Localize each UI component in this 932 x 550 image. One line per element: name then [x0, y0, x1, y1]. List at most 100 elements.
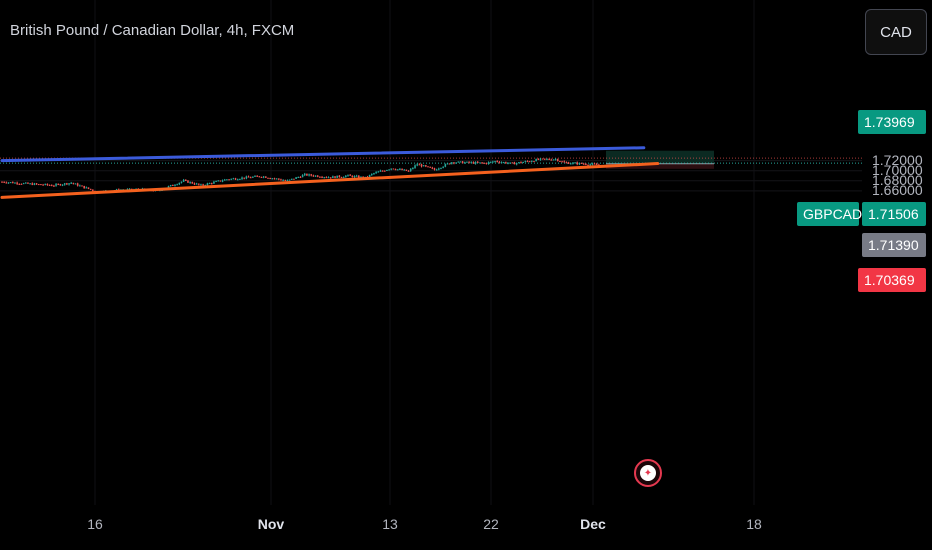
candle	[288, 179, 291, 181]
candle	[550, 158, 553, 161]
candle	[446, 163, 449, 165]
candle	[347, 174, 349, 177]
candle	[489, 161, 492, 164]
candle	[299, 176, 302, 179]
candle	[319, 176, 321, 178]
candle	[351, 175, 354, 178]
candle	[254, 175, 256, 177]
candle	[492, 160, 494, 163]
candle	[178, 182, 181, 186]
candle	[595, 162, 598, 165]
lower-trendline	[0, 162, 660, 199]
candle	[48, 184, 51, 186]
candle	[217, 180, 220, 182]
candle	[334, 176, 336, 179]
candle	[187, 180, 189, 183]
candle	[200, 183, 202, 186]
candle	[290, 178, 293, 181]
candle	[513, 161, 516, 165]
trendlines[interactable]	[0, 146, 660, 199]
candle	[66, 182, 68, 186]
candle	[461, 160, 464, 164]
candle	[481, 162, 483, 164]
candle	[522, 161, 524, 163]
candle	[79, 184, 81, 187]
candle	[256, 175, 258, 177]
candle	[29, 182, 31, 185]
y-tick-label: 1.72000	[872, 151, 923, 168]
candle	[507, 162, 509, 165]
candle	[476, 160, 479, 163]
candle	[5, 181, 8, 184]
candle	[442, 166, 444, 169]
candle	[219, 180, 222, 182]
candle	[31, 182, 34, 186]
candle	[252, 176, 254, 178]
candle	[310, 173, 313, 177]
candle	[546, 158, 548, 161]
candle	[336, 175, 338, 178]
candle	[72, 182, 75, 185]
candle	[407, 170, 410, 172]
economic-event-marker[interactable]: ✦	[634, 459, 662, 487]
upper-trendline	[0, 146, 646, 163]
x-tick-label: 22	[483, 516, 499, 532]
candle	[174, 184, 176, 187]
candle	[524, 160, 527, 163]
candle	[518, 162, 520, 164]
candle	[409, 168, 412, 172]
candle	[206, 182, 209, 186]
candle	[303, 172, 306, 177]
y-tick-label: 1.66000	[872, 181, 923, 198]
candle	[576, 161, 579, 166]
candle	[539, 158, 542, 161]
candle	[221, 179, 224, 183]
candle	[70, 181, 72, 184]
candle	[509, 162, 511, 164]
candle	[498, 160, 501, 164]
candle	[552, 159, 555, 161]
candle	[431, 166, 434, 170]
candle	[533, 160, 535, 163]
currency-button[interactable]: CAD	[865, 9, 927, 55]
candle	[505, 161, 507, 164]
candle	[403, 169, 406, 171]
candles	[1, 158, 600, 194]
candle	[85, 186, 88, 189]
symbol-price-tag: GBPCAD	[797, 202, 862, 226]
candle	[262, 175, 265, 179]
candle	[561, 160, 563, 163]
candle	[483, 162, 486, 164]
candle	[345, 175, 347, 178]
candle	[531, 160, 533, 163]
position-zones	[606, 150, 714, 169]
candle	[329, 177, 332, 179]
candle	[474, 161, 477, 165]
candle	[18, 183, 21, 185]
candle	[236, 178, 239, 181]
candle	[275, 178, 278, 180]
candle	[269, 177, 271, 180]
candle	[394, 168, 397, 171]
candle	[386, 169, 388, 171]
candle	[342, 176, 345, 178]
candle	[379, 169, 382, 172]
candle	[232, 177, 235, 180]
candle	[40, 184, 42, 186]
candle	[172, 184, 174, 187]
candle	[526, 160, 529, 163]
candle	[502, 161, 505, 164]
candle	[427, 166, 429, 168]
candle	[543, 158, 546, 161]
stop-price-tag: 1.70369	[858, 268, 926, 292]
candle	[247, 175, 250, 178]
candle	[243, 177, 245, 180]
candle	[528, 160, 531, 163]
candle	[239, 178, 241, 180]
candle	[295, 176, 297, 179]
stop-zone	[606, 163, 714, 169]
candle	[185, 179, 187, 182]
candle	[470, 161, 473, 164]
candle	[332, 175, 334, 178]
